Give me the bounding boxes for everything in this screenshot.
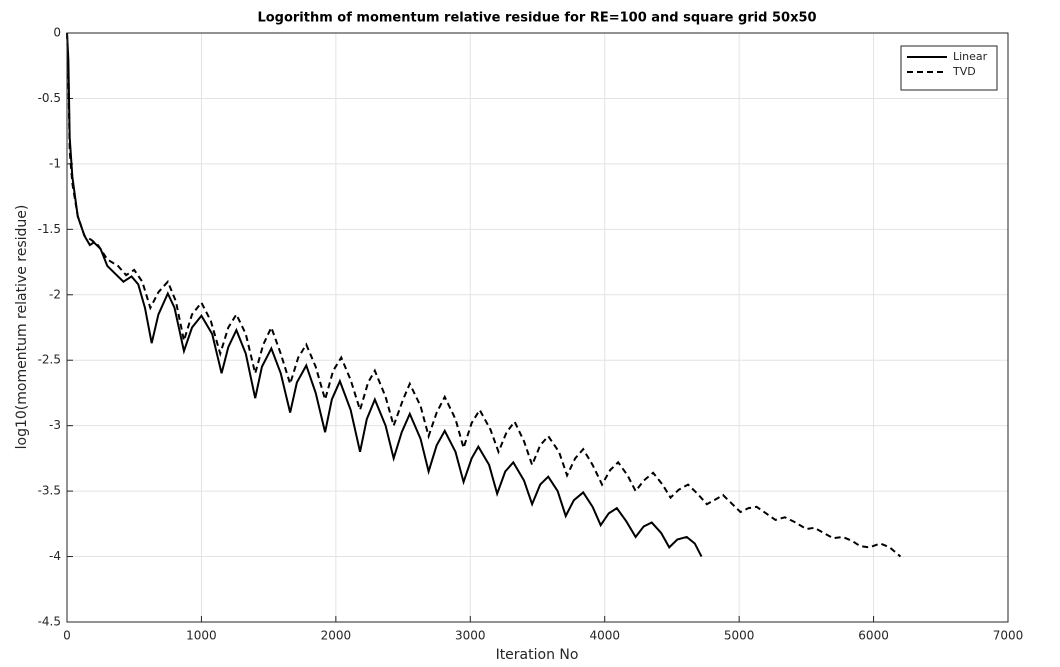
y-tick-label: 0	[53, 26, 61, 40]
y-tick-label: -1.5	[38, 222, 61, 236]
plot-frame	[66, 32, 1009, 623]
plot-lines	[66, 32, 902, 558]
y-tick-label: -0.5	[38, 91, 61, 105]
x-tick-label: 4000	[589, 629, 620, 643]
y-tick-label: -3	[49, 418, 61, 432]
x-tick-label: 1000	[186, 629, 217, 643]
y-tick-label: -4.5	[38, 615, 61, 629]
legend: Linear TVD	[900, 45, 998, 91]
x-tick-label: 0	[63, 629, 71, 643]
x-axis-label: Iteration No	[496, 647, 579, 663]
chart-title: Logorithm of momentum relative residue f…	[257, 11, 816, 26]
x-tick-label: 6000	[858, 629, 889, 643]
x-tick-label: 7000	[993, 629, 1024, 643]
series-line	[66, 32, 902, 558]
legend-label: TVD	[952, 65, 976, 78]
series-line	[66, 32, 703, 558]
y-axis-label: log10(momentum relative residue)	[14, 205, 30, 450]
y-tick-label: -3.5	[38, 484, 61, 498]
y-tick-label: -1	[49, 156, 61, 170]
x-tick-label: 3000	[455, 629, 486, 643]
legend-label: Linear	[953, 50, 988, 63]
y-tick-label: -2	[49, 287, 61, 301]
y-tick-label: -2.5	[38, 353, 61, 367]
x-tick-label: 2000	[321, 629, 352, 643]
x-tick-label: 5000	[724, 629, 755, 643]
legend-box	[900, 45, 998, 91]
y-tick-label: -4	[49, 549, 61, 563]
